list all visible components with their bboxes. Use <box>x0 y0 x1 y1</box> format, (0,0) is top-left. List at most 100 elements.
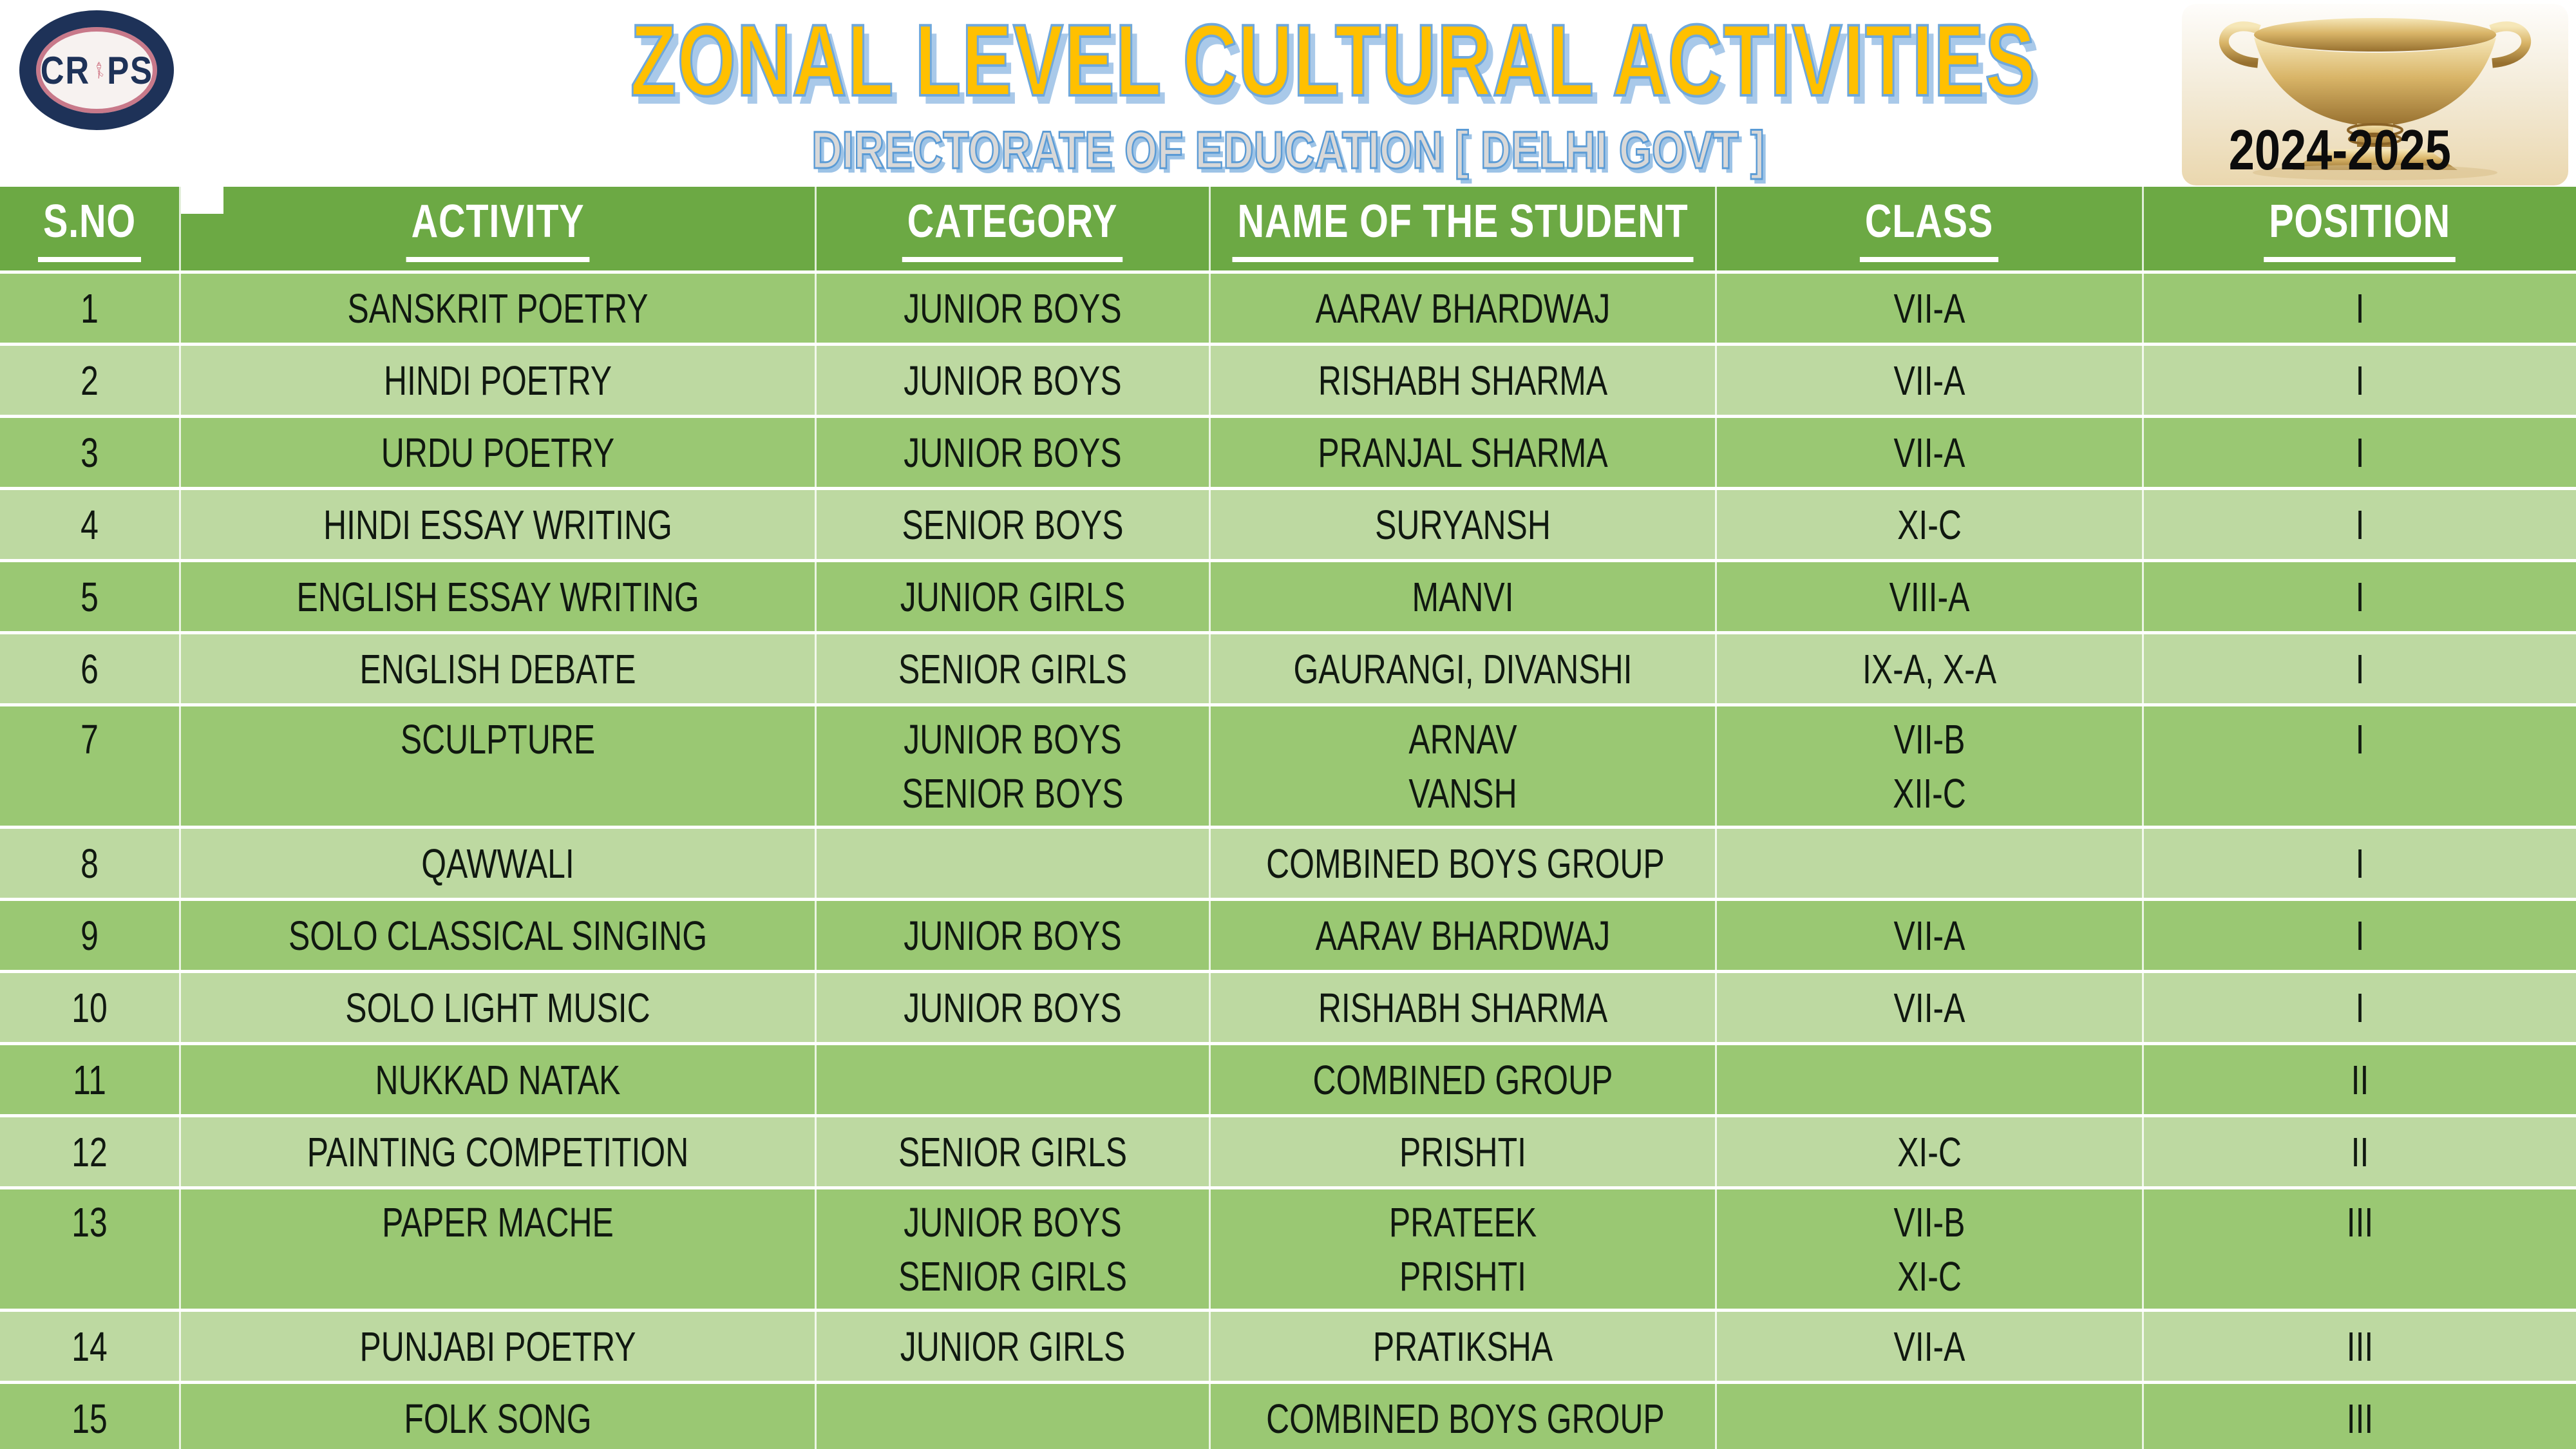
title-block: ZONAL LEVEL CULTURAL ACTIVITIES DIRECTOR… <box>399 3 2177 181</box>
cell-line: I <box>2355 573 2365 620</box>
cell-line: JUNIOR BOYS <box>904 912 1122 959</box>
cell-line: JUNIOR BOYS <box>904 1198 1122 1245</box>
activity-cell: SOLO CLASSICAL SINGING <box>181 901 817 970</box>
activity-cell: SCULPTURE <box>181 706 817 826</box>
name-cell: PRISHTI <box>1211 1117 1717 1186</box>
cell-line: QAWWALI <box>421 840 574 887</box>
cell-line: 14 <box>71 1323 108 1370</box>
position-cell: III <box>2144 1312 2576 1381</box>
cell-line: VANSH <box>1408 770 1517 817</box>
class-cell: XI-C <box>1717 1117 2144 1186</box>
cell-line: I <box>2355 840 2365 887</box>
position-cell: I <box>2144 274 2576 343</box>
class-cell: IX-A, X-A <box>1717 634 2144 703</box>
cell-line: JUNIOR GIRLS <box>900 573 1126 620</box>
sno-cell: 13 <box>0 1189 181 1309</box>
page-subtitle: DIRECTORATE OF EDUCATION [ DELHI GOVT ] <box>811 120 1765 181</box>
activity-cell: PAPER MACHE <box>181 1189 817 1309</box>
class-cell <box>1717 1384 2144 1449</box>
column-header-sno: S.NO <box>0 187 181 270</box>
column-header-label: NAME OF THE STUDENT <box>1232 195 1694 262</box>
cell-line: PAPER MACHE <box>382 1198 614 1245</box>
cell-line <box>2192 1249 2528 1303</box>
cell-line <box>1764 1392 2096 1446</box>
cell-line: COMBINED BOYS GROUP <box>1266 840 1665 887</box>
cell-line: ENGLISH ESSAY WRITING <box>296 573 699 620</box>
category-cell: JUNIOR GIRLS <box>817 1312 1211 1381</box>
sno-cell: 12 <box>0 1117 181 1186</box>
sno-cell: 11 <box>0 1045 181 1114</box>
cell-line: 10 <box>71 984 108 1031</box>
class-cell: VII-A <box>1717 973 2144 1042</box>
cell-line: XI-C <box>1897 1253 1962 1300</box>
cell-line: GAURANGI, DIVANSHI <box>1293 645 1633 692</box>
name-cell: COMBINED GROUP <box>1211 1045 1717 1114</box>
activity-cell: QAWWALI <box>181 829 817 898</box>
cell-line: VII-A <box>1893 285 1965 332</box>
cell-line: II <box>2351 1128 2369 1175</box>
cell-line: SANSKRIT POETRY <box>347 285 649 332</box>
cell-line: SURYANSH <box>1375 501 1551 548</box>
class-cell: VII-B XI-C <box>1717 1189 2144 1309</box>
cell-line: 4 <box>80 501 99 548</box>
cell-line: VII-B <box>1893 715 1965 762</box>
sno-cell: 2 <box>0 346 181 415</box>
cell-line: JUNIOR BOYS <box>904 429 1122 476</box>
category-cell: JUNIOR BOYS <box>817 901 1211 970</box>
table-row: 1 SANSKRIT POETRY JUNIOR BOYS AARAV BHAR… <box>0 270 2576 343</box>
cell-line: II <box>2351 1056 2369 1103</box>
cell-line: MANVI <box>1412 573 1514 620</box>
sno-cell: 4 <box>0 490 181 559</box>
cell-line: SENIOR GIRLS <box>898 1128 1128 1175</box>
name-cell: MANVI <box>1211 562 1717 631</box>
cell-line: VIII-A <box>1889 573 1970 620</box>
name-cell: ARNAV VANSH <box>1211 706 1717 826</box>
category-cell: JUNIOR GIRLS <box>817 562 1211 631</box>
results-table: S.NO ACTIVITY CATEGORY NAME OF THE STUDE… <box>0 187 2576 1449</box>
category-cell <box>817 1384 1211 1449</box>
cell-line: HINDI POETRY <box>383 357 612 404</box>
name-cell: RISHABH SHARMA <box>1211 346 1717 415</box>
cell-line: XI-C <box>1897 1128 1962 1175</box>
cell-line: VII-A <box>1893 912 1965 959</box>
activity-cell: SANSKRIT POETRY <box>181 274 817 343</box>
column-header-label: S.NO <box>37 195 142 262</box>
cell-line: URDU POETRY <box>381 429 615 476</box>
sno-cell: 7 <box>0 706 181 826</box>
cell-line <box>1764 837 2096 891</box>
activity-cell: NUKKAD NATAK <box>181 1045 817 1114</box>
cell-line: VII-A <box>1893 357 1965 404</box>
position-cell: I <box>2144 346 2576 415</box>
name-cell: COMBINED BOYS GROUP <box>1211 1384 1717 1449</box>
position-cell: III <box>2144 1384 2576 1449</box>
activity-cell: FOLK SONG <box>181 1384 817 1449</box>
cell-line: 15 <box>71 1395 108 1442</box>
cell-line: HINDI ESSAY WRITING <box>323 501 672 548</box>
position-cell: I <box>2144 829 2576 898</box>
sno-cell: 3 <box>0 418 181 487</box>
class-cell: VIII-A <box>1717 562 2144 631</box>
table-row: 3 URDU POETRY JUNIOR BOYS PRANJAL SHARMA… <box>0 415 2576 487</box>
cell-line: PRANJAL SHARMA <box>1318 429 1608 476</box>
school-logo: CR PS <box>19 10 174 130</box>
activity-cell: URDU POETRY <box>181 418 817 487</box>
cell-line: I <box>2355 984 2365 1031</box>
cell-line: JUNIOR BOYS <box>904 715 1122 762</box>
cell-line: XI-C <box>1897 501 1962 548</box>
activity-cell: ENGLISH ESSAY WRITING <box>181 562 817 631</box>
table-row: 2 HINDI POETRY JUNIOR BOYS RISHABH SHARM… <box>0 343 2576 415</box>
category-cell: JUNIOR BOYS <box>817 973 1211 1042</box>
cell-line: 2 <box>80 357 99 404</box>
table-row: 11 NUKKAD NATAK COMBINED GROUP II <box>0 1042 2576 1114</box>
cell-line: PUNJABI POETRY <box>359 1323 636 1370</box>
category-cell: JUNIOR BOYS <box>817 346 1211 415</box>
category-cell <box>817 829 1211 898</box>
position-cell: I <box>2144 901 2576 970</box>
cell-line: RISHABH SHARMA <box>1318 984 1608 1031</box>
cell-line: FOLK SONG <box>404 1395 592 1442</box>
cell-line: 5 <box>80 573 99 620</box>
cell-line: JUNIOR BOYS <box>904 984 1122 1031</box>
table-row: 8 QAWWALI COMBINED BOYS GROUP I <box>0 826 2576 898</box>
column-header-name: NAME OF THE STUDENT <box>1211 187 1717 270</box>
